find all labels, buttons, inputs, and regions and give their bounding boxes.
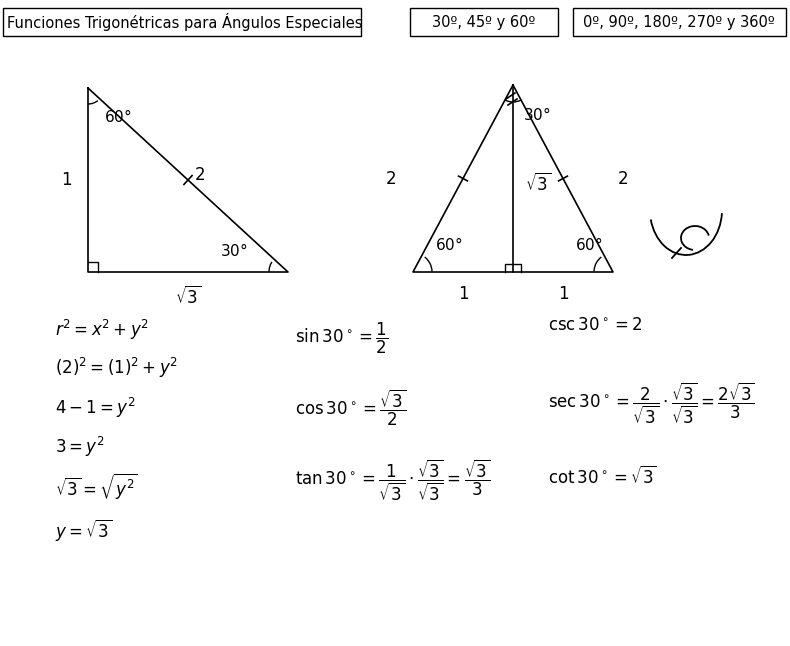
Text: $\cot 30^\circ = \sqrt{3}$: $\cot 30^\circ = \sqrt{3}$ (548, 466, 657, 488)
Text: 1: 1 (457, 285, 468, 303)
Text: $y = \sqrt{3}$: $y = \sqrt{3}$ (55, 517, 112, 543)
Text: $3 = y^2$: $3 = y^2$ (55, 435, 105, 459)
Text: $(2)^2 = (1)^2 + y^2$: $(2)^2 = (1)^2 + y^2$ (55, 356, 178, 380)
Text: 2: 2 (194, 166, 205, 184)
Text: 1: 1 (61, 171, 71, 189)
Text: $\sin 30^\circ = \dfrac{1}{2}$: $\sin 30^\circ = \dfrac{1}{2}$ (295, 320, 388, 355)
Bar (410, 8, 558, 36)
Text: 2: 2 (386, 169, 397, 187)
Text: $4 - 1 = y^2$: $4 - 1 = y^2$ (55, 396, 136, 420)
Text: 2: 2 (618, 169, 628, 187)
Text: $\sqrt{3}$: $\sqrt{3}$ (525, 172, 551, 194)
Text: $60°$: $60°$ (575, 236, 603, 253)
Text: $\tan 30^\circ = \dfrac{1}{\sqrt{3}}\cdot\dfrac{\sqrt{3}}{\sqrt{3}} = \dfrac{\sq: $\tan 30^\circ = \dfrac{1}{\sqrt{3}}\cdo… (295, 457, 491, 503)
Bar (3, 8, 361, 36)
Text: $\sec 30^\circ = \dfrac{2}{\sqrt{3}}\cdot\dfrac{\sqrt{3}}{\sqrt{3}} = \dfrac{2\s: $\sec 30^\circ = \dfrac{2}{\sqrt{3}}\cdo… (548, 380, 755, 426)
Text: 30º, 45º y 60º: 30º, 45º y 60º (432, 14, 536, 30)
Text: $60°$: $60°$ (435, 236, 463, 253)
Text: 1: 1 (558, 285, 568, 303)
Text: $\sqrt{3}$: $\sqrt{3}$ (175, 286, 201, 308)
Text: $60°$: $60°$ (104, 107, 132, 125)
Bar (573, 8, 786, 36)
Text: Funciones Trigonétricas para Ángulos Especiales: Funciones Trigonétricas para Ángulos Esp… (7, 13, 363, 31)
Text: $r^2 = x^2 + y^2$: $r^2 = x^2 + y^2$ (55, 318, 149, 342)
Text: $\sqrt{3}  = \sqrt{y^2}$: $\sqrt{3} = \sqrt{y^2}$ (55, 472, 138, 502)
Text: $30°$: $30°$ (220, 242, 247, 258)
Text: 0º, 90º, 180º, 270º y 360º: 0º, 90º, 180º, 270º y 360º (583, 14, 775, 30)
Text: $\csc 30^\circ = 2$: $\csc 30^\circ = 2$ (548, 316, 643, 334)
Text: $30°$: $30°$ (523, 107, 551, 123)
Text: $\cos 30^\circ = \dfrac{\sqrt{3}}{2}$: $\cos 30^\circ = \dfrac{\sqrt{3}}{2}$ (295, 388, 406, 428)
